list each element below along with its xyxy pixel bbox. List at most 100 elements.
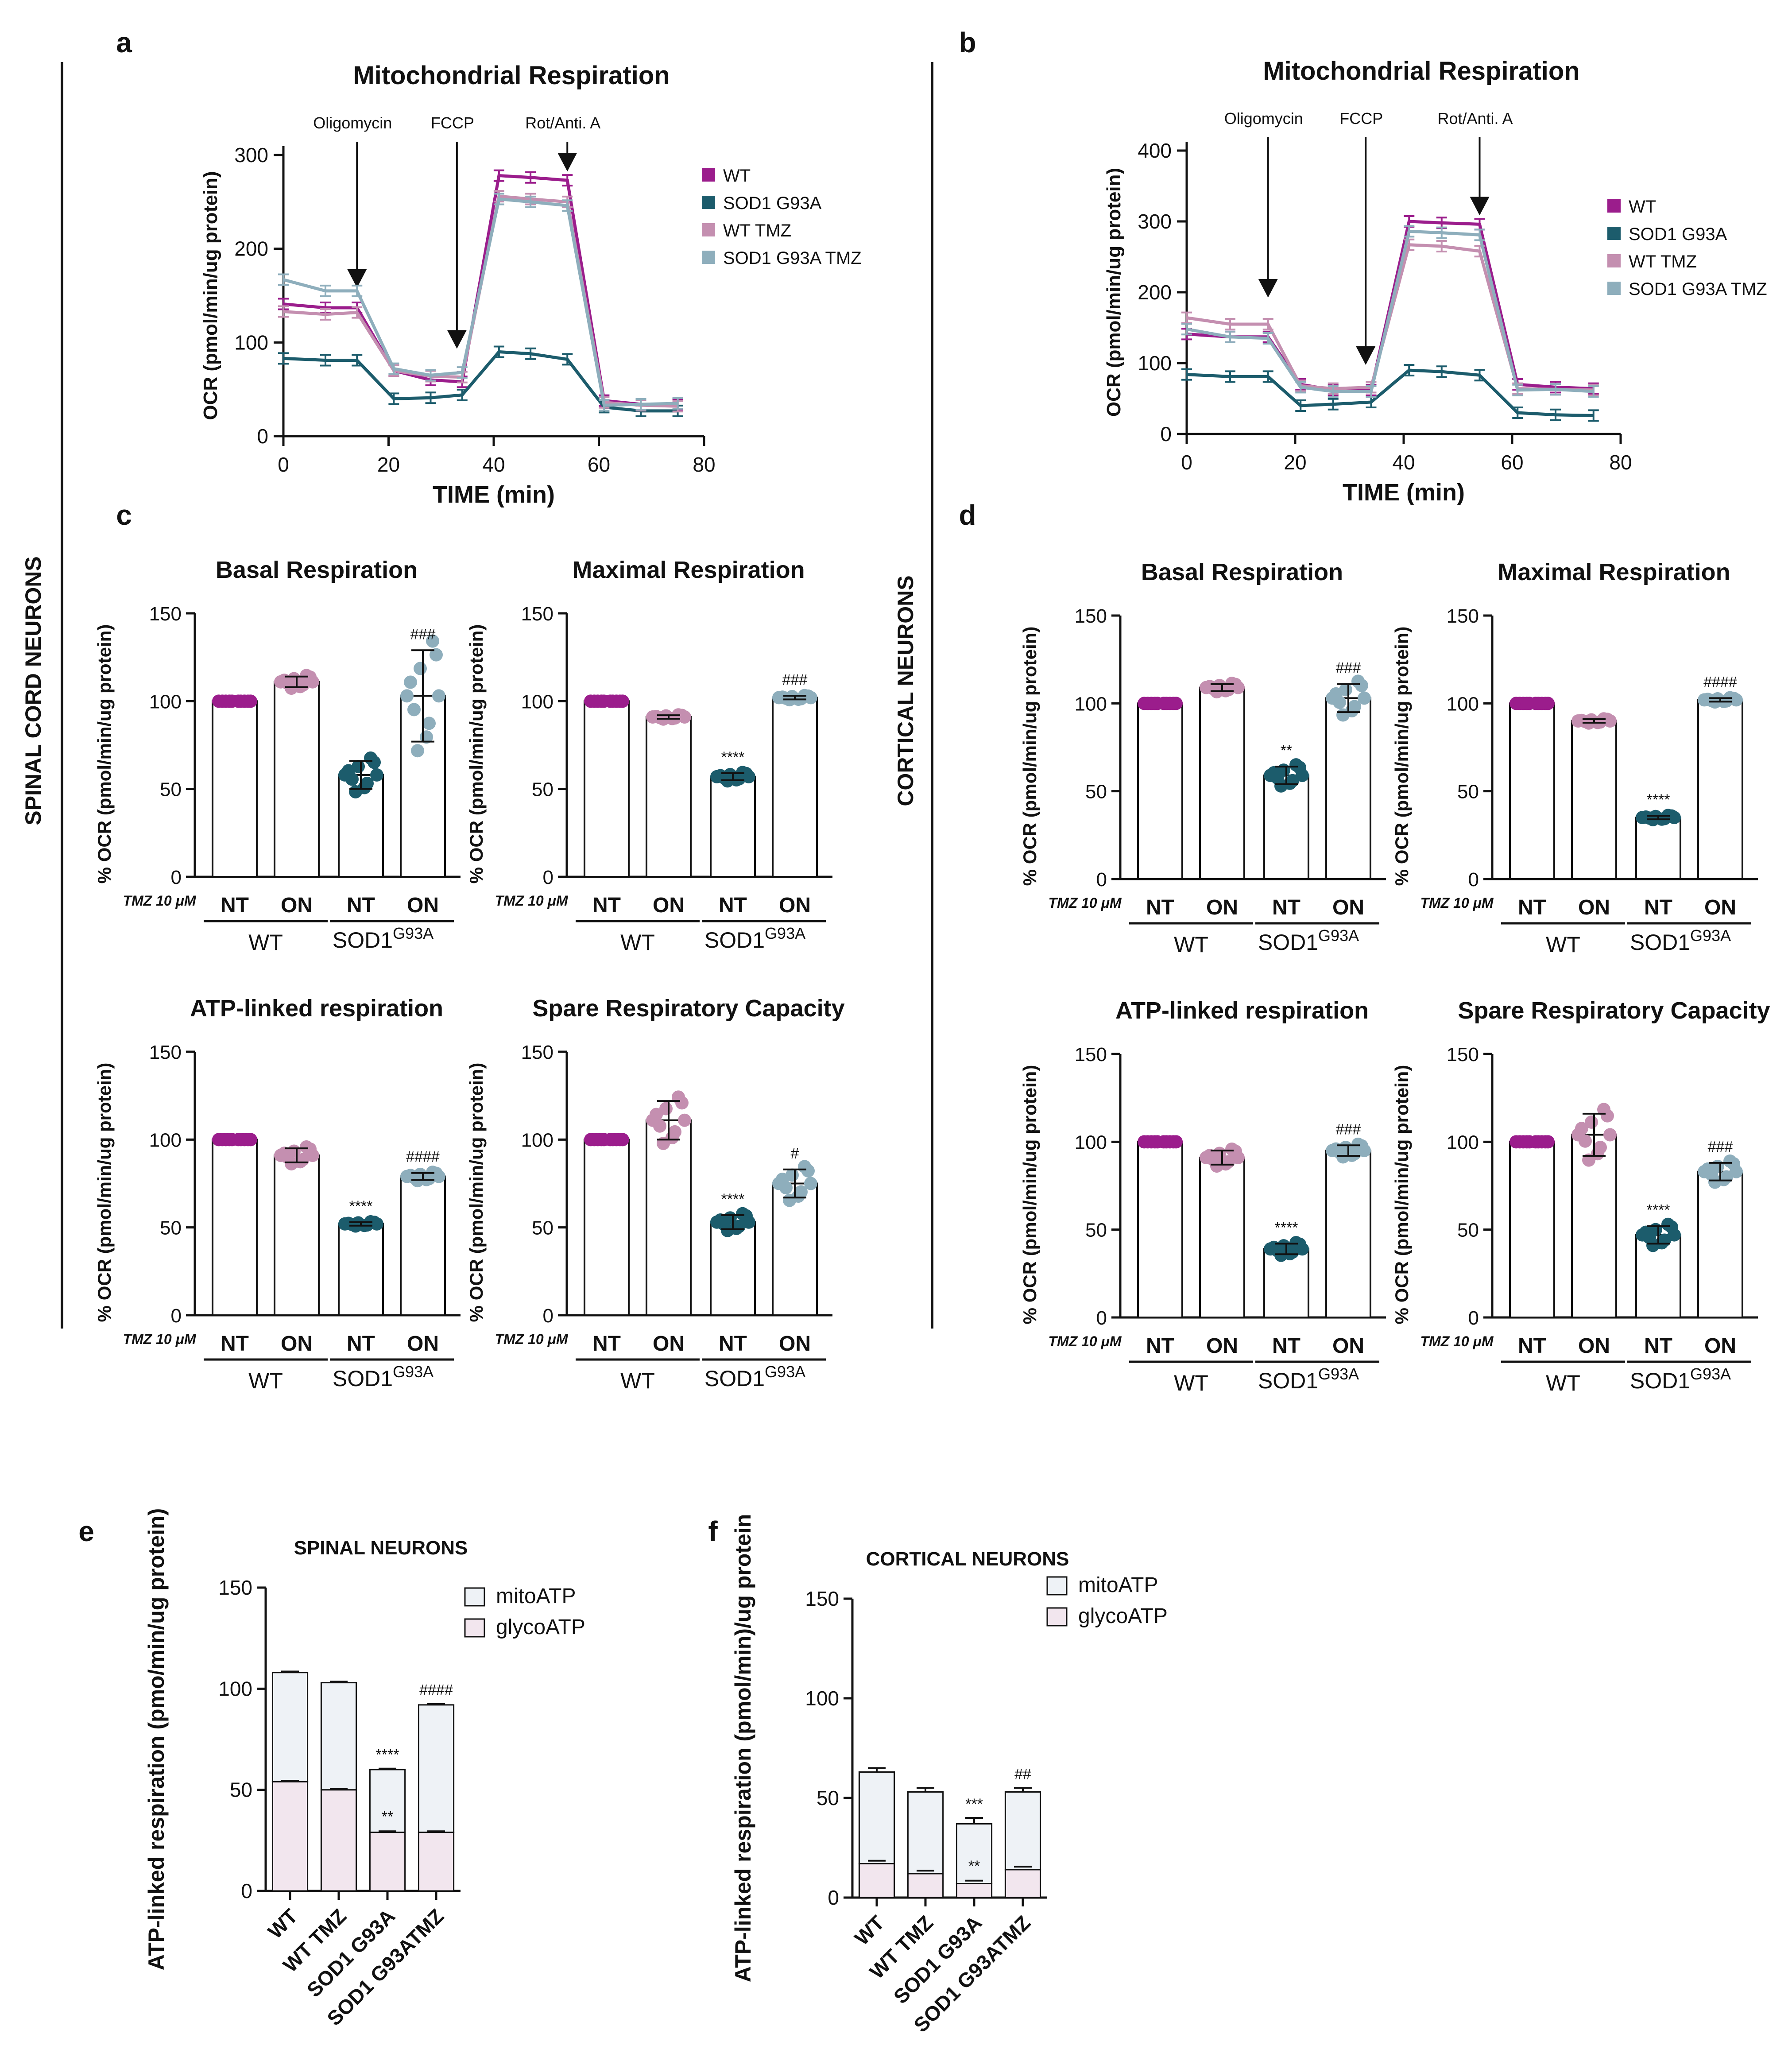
data-point — [635, 398, 646, 411]
x-tick-label: NT — [1146, 896, 1174, 919]
y-tick-label: 100 — [149, 691, 182, 713]
data-point — [425, 391, 436, 404]
y-axis-label: % OCR (pmol/min/ug protein) — [1019, 1065, 1040, 1325]
bar — [584, 700, 630, 878]
data-dot — [801, 1164, 815, 1178]
bar — [710, 1221, 756, 1316]
data-point — [1436, 365, 1447, 378]
y-axis-label: % OCR (pmol/min/ug protein) — [94, 1063, 115, 1322]
bar — [1199, 686, 1245, 880]
y-tick-label: 150 — [521, 603, 553, 625]
injection-arrow-head — [1470, 197, 1490, 216]
bar — [400, 1175, 446, 1316]
y-tick-label: 300 — [234, 143, 268, 167]
y-tick-label: 0 — [171, 867, 182, 888]
x-tick-label: 60 — [588, 453, 610, 476]
significance-label: ### — [1708, 1139, 1733, 1155]
y-tick-label: 100 — [1138, 352, 1172, 375]
data-dot — [411, 744, 424, 758]
panel-letter-f: f — [708, 1515, 718, 1547]
data-dot — [342, 764, 355, 778]
bar — [1571, 1134, 1617, 1318]
bar — [584, 1139, 630, 1316]
group-label-sod1-base: SOD1 — [1630, 930, 1690, 955]
x-tick-label: 60 — [1501, 451, 1523, 474]
legend-swatch — [464, 1587, 485, 1607]
injection-label: Oligomycin — [313, 114, 392, 132]
legend-swatch — [1607, 282, 1621, 295]
error-bar — [349, 1221, 372, 1227]
group-label-sod1: SOD1G93A — [1630, 926, 1731, 955]
data-dot — [303, 1142, 317, 1156]
y-tick-label: 50 — [230, 1778, 252, 1801]
data-dot — [1167, 1135, 1180, 1149]
data-dot — [1708, 1175, 1722, 1189]
y-tick-label: 150 — [149, 603, 182, 625]
x-tick-label: NT — [1272, 1334, 1300, 1358]
x-tick-label: ON — [1206, 1334, 1238, 1358]
y-tick-label: 100 — [805, 1687, 839, 1710]
chart-title: Maximal Respiration — [1498, 559, 1730, 585]
injection-arrow-head — [1356, 346, 1376, 365]
mito-bar — [858, 1771, 895, 1864]
legend-entry: SOD1 G93A TMZ — [723, 248, 862, 268]
side-label-spinal: SPINAL CORD NEURONS — [21, 556, 46, 825]
data-dot — [407, 703, 421, 717]
legend-swatch — [464, 1618, 485, 1638]
glyco-bar — [1004, 1869, 1041, 1898]
data-point — [278, 273, 289, 286]
y-tick-label: 100 — [149, 1129, 182, 1151]
group-label-sod1: SOD1G93A — [1258, 1365, 1359, 1393]
data-dot — [285, 1157, 298, 1171]
bar — [646, 716, 692, 878]
legend-entry: WT TMZ — [723, 221, 791, 240]
data-point — [1404, 364, 1415, 376]
bar — [772, 697, 818, 878]
y-tick-label: 100 — [521, 691, 553, 713]
x-tick-label: NT — [1518, 1334, 1546, 1358]
group-label-sod1-sup: G93A — [393, 924, 433, 942]
data-dot — [1601, 1109, 1614, 1123]
error-bar — [783, 1168, 806, 1199]
y-tick-label: 100 — [1447, 693, 1479, 715]
y-tick-label: 100 — [1075, 1131, 1107, 1153]
data-point — [1262, 332, 1273, 345]
mito-bar — [907, 1791, 944, 1875]
error-bar — [285, 675, 308, 688]
panel-letter-a: a — [116, 27, 132, 58]
y-tick-label: 50 — [1457, 781, 1479, 803]
chart-title: ATP-linked respiration — [190, 995, 443, 1022]
tmz-label: TMZ 10 μM — [495, 1331, 568, 1347]
data-dot — [613, 694, 627, 708]
significance-label: # — [791, 1145, 799, 1162]
data-dot — [1727, 1157, 1740, 1170]
data-point — [1225, 318, 1235, 330]
group-label-wt: WT — [1174, 932, 1208, 957]
data-dot — [1336, 1150, 1350, 1164]
data-dot — [1355, 1139, 1368, 1153]
group-label-sod1-sup: G93A — [1690, 1365, 1731, 1383]
significance-label: ** — [968, 1858, 980, 1875]
data-dot — [285, 681, 298, 695]
x-tick-label: NT — [1518, 896, 1546, 919]
x-tick-label: ON — [1332, 1334, 1364, 1358]
significance-label: **** — [376, 1747, 399, 1763]
data-dot — [739, 767, 753, 780]
group-label-sod1-base: SOD1 — [333, 1366, 393, 1391]
data-dot — [1267, 766, 1281, 780]
error-bar — [1211, 1150, 1234, 1166]
y-tick-label: 50 — [160, 779, 182, 801]
group-label-sod1-sup: G93A — [1318, 926, 1359, 945]
y-tick-label: 50 — [1085, 1220, 1107, 1241]
data-point — [352, 284, 363, 297]
mito-bar — [956, 1823, 993, 1884]
data-point — [1225, 330, 1235, 343]
y-tick-label: 200 — [234, 237, 268, 260]
x-tick-label: ON — [653, 1332, 685, 1356]
data-dot — [1575, 1122, 1588, 1135]
data-dot — [1579, 1134, 1592, 1148]
data-dot — [1582, 1153, 1595, 1167]
group-label-wt: WT — [1546, 932, 1580, 957]
significance-label: **** — [1647, 1202, 1670, 1219]
tmz-label: TMZ 10 μM — [123, 1331, 196, 1347]
